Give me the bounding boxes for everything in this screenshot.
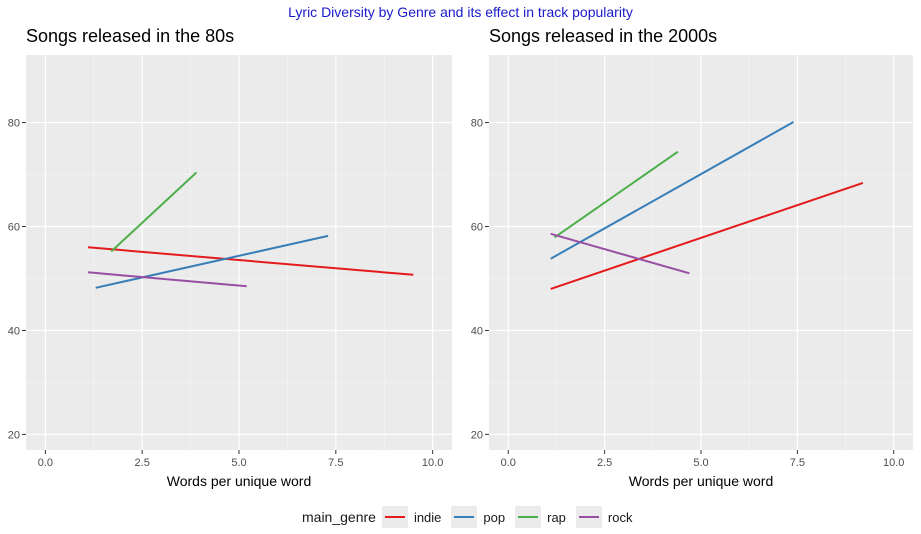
y-tick-label: 20 [471,429,483,441]
series-line-rock-2000s [550,232,690,275]
chart-canvas: 0.0 2.5 5.0 7.5 10.0 20 40 60 80 Words per unique… [8,55,913,489]
x-tick-label: 0.0 [38,457,53,469]
series-line-indie-80s [87,246,414,276]
y-tick-label: 20 [8,429,20,441]
legend-label-pop: pop [483,509,506,525]
x-tick-label: 2.5 [597,457,612,469]
legend-key-rock [575,506,602,528]
y-tick-label: 40 [8,325,20,337]
x-axis-label-2000s: Words per unique word [629,473,773,489]
series-line-pop-2000s [550,121,794,260]
panel-title-80s: Songs released in the 80s [26,26,235,46]
figure-title: Lyric Diversity by Genre and its effect … [288,4,633,20]
legend-item-pop: pop [451,506,505,528]
legend-label-rap: rap [547,509,566,525]
legend-key-rap [515,506,542,528]
legend-label-indie: indie [413,509,442,525]
legend-key-pop [451,506,478,528]
legend-label-rock: rock [607,509,633,525]
legend-swatch-indie [384,516,405,518]
legend-swatch-rap [518,516,539,518]
y-tick-label: 60 [8,222,20,234]
legend-item-rap: rap [515,506,566,528]
x-tick-label: 5.0 [231,457,246,469]
legend-title: main_genre [302,509,376,525]
series-line-rap-80s [110,171,198,253]
x-tick-label: 2.5 [135,457,150,469]
x-tick-label: 10.0 [422,457,443,469]
series-line-rock-80s [87,271,247,288]
y-tick-label: 40 [471,325,483,337]
legend: main_genre indie pop rap rock [302,505,642,529]
x-axis-label-80s: Words per unique word [167,473,311,489]
series-line-pop-80s [95,234,329,289]
x-tick-label: 10.0 [883,457,904,469]
x-tick-label: 7.5 [328,457,343,469]
y-tick-label: 80 [471,118,483,130]
x-tick-label: 0.0 [501,457,516,469]
legend-swatch-rock [578,516,599,518]
legend-key-indie [381,506,408,528]
series-line-rap-2000s [553,150,679,239]
panel-title-2000s: Songs released in the 2000s [489,26,718,46]
y-tick-label: 60 [471,222,483,234]
legend-item-indie: indie [381,506,442,528]
x-tick-label: 7.5 [790,457,805,469]
y-tick-label: 80 [8,118,20,130]
x-tick-label: 5.0 [693,457,708,469]
legend-item-rock: rock [575,506,633,528]
series-line-indie-2000s [550,181,864,290]
legend-swatch-pop [454,516,475,518]
